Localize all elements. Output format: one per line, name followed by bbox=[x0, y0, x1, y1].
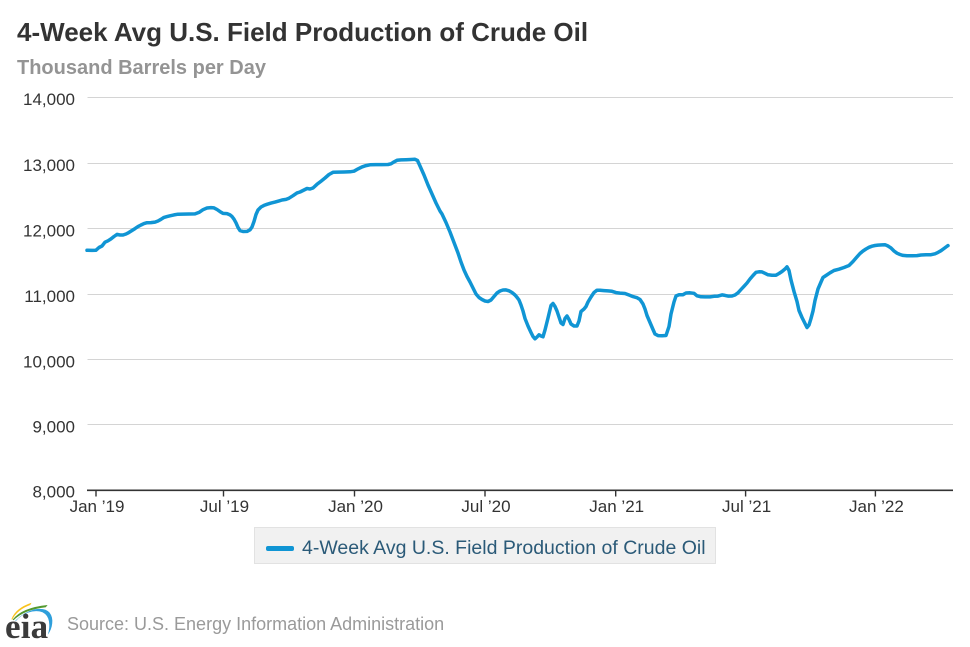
svg-text:Jan ’20: Jan ’20 bbox=[328, 497, 383, 516]
svg-text:11,000: 11,000 bbox=[24, 287, 75, 306]
svg-text:Jan ’19: Jan ’19 bbox=[70, 497, 125, 516]
svg-text:Jul ’19: Jul ’19 bbox=[200, 497, 249, 516]
svg-text:Jul ’21: Jul ’21 bbox=[722, 497, 771, 516]
svg-text:10,000: 10,000 bbox=[23, 353, 75, 372]
svg-text:Jul ’20: Jul ’20 bbox=[461, 497, 510, 516]
svg-text:12,000: 12,000 bbox=[23, 222, 75, 241]
svg-text:Jan ’21: Jan ’21 bbox=[589, 497, 644, 516]
svg-text:9,000: 9,000 bbox=[32, 418, 75, 437]
svg-text:13,000: 13,000 bbox=[23, 156, 75, 175]
svg-text:8,000: 8,000 bbox=[32, 483, 75, 502]
svg-text:14,000: 14,000 bbox=[23, 90, 75, 109]
svg-text:Jan ’22: Jan ’22 bbox=[849, 497, 904, 516]
